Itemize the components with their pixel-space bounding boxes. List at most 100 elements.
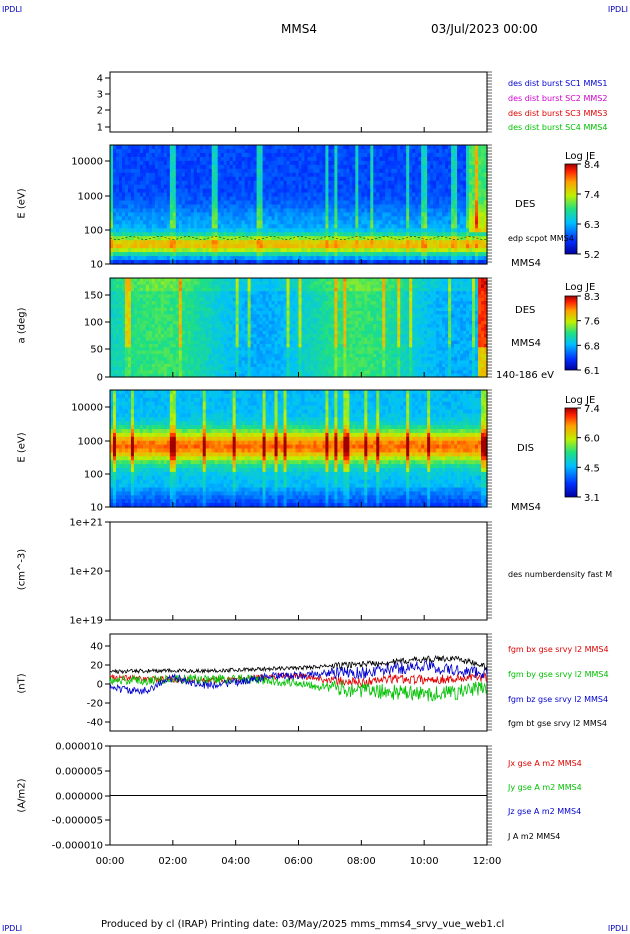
spectrogram-cell	[460, 145, 464, 150]
spectrogram-cell	[463, 196, 467, 202]
spectrogram-cell	[385, 236, 389, 241]
spectrogram-cell	[463, 160, 467, 166]
spectrogram-cell	[325, 232, 330, 237]
spectrogram-cell	[373, 180, 377, 186]
spectrogram-cell	[253, 244, 258, 249]
spectrogram-cell	[220, 212, 225, 217]
spectrogram-cell	[418, 145, 422, 150]
spectrogram-cell	[325, 172, 330, 178]
spectrogram-cell	[472, 184, 476, 190]
spectrogram-cell	[118, 160, 123, 166]
spectrogram-cell	[445, 224, 449, 229]
spectrogram-cell	[139, 252, 144, 257]
spectrogram-cell	[220, 320, 225, 325]
spectrogram-cell	[226, 240, 231, 245]
spectrogram-cell	[205, 188, 210, 194]
spectrogram-cell	[196, 360, 201, 365]
spectrogram-cell	[439, 168, 443, 174]
spectrogram-cell	[115, 200, 120, 206]
spectrogram-cell	[226, 248, 231, 253]
spectrogram-cell	[217, 224, 222, 229]
spectrogram-cell	[433, 224, 437, 229]
spectrogram-cell	[157, 180, 162, 186]
spectrogram-cell	[217, 311, 222, 315]
spectrogram-cell	[451, 180, 455, 186]
spectrogram-cell	[400, 156, 404, 162]
spectrogram-cell	[274, 196, 279, 202]
spectrogram-cell	[412, 156, 416, 162]
spectrogram-cell	[307, 180, 312, 186]
spectrogram-cell	[307, 220, 312, 225]
spectrogram-cell	[256, 212, 261, 217]
spectrogram-cell	[112, 188, 117, 194]
spectrogram-cell	[352, 216, 356, 221]
spectrogram-cell	[400, 212, 404, 217]
spectrogram-cell	[310, 168, 315, 174]
spectrogram-cell	[184, 367, 189, 371]
spectrogram-cell	[349, 180, 353, 186]
spectrogram-cell	[235, 168, 240, 174]
spectrogram-cell	[424, 145, 428, 150]
spectrogram-cell	[232, 224, 237, 229]
spectrogram-cell	[232, 252, 237, 257]
spectrogram-cell	[115, 164, 120, 170]
spectrogram-cell	[457, 164, 461, 170]
spectrogram-cell	[145, 204, 150, 210]
spectrogram-cell	[190, 297, 195, 302]
spectrogram-cell	[202, 160, 207, 166]
spectrogram-cell	[196, 327, 201, 332]
spectrogram-cell	[376, 160, 380, 166]
spectrogram-cell	[172, 320, 177, 325]
spectrogram-cell	[277, 200, 282, 206]
spectrogram-cell	[199, 327, 204, 332]
spectrogram-cell	[229, 145, 234, 150]
spectrogram-cell	[199, 284, 204, 289]
spectrogram-cell	[460, 192, 464, 198]
spectrogram-cell	[220, 196, 225, 202]
spectrogram-cell	[190, 330, 195, 335]
spectrogram-cell	[214, 287, 219, 292]
spectrogram-cell	[208, 200, 213, 206]
spectrogram-cell	[253, 164, 258, 170]
spectrogram-cell	[139, 330, 144, 335]
spectrogram-cell	[178, 317, 183, 322]
spectrogram-cell	[223, 334, 228, 338]
spectrogram-cell	[163, 228, 168, 233]
spectrogram-cell	[304, 240, 309, 245]
spectrogram-cell	[268, 260, 273, 265]
spectrogram-cell	[208, 344, 213, 348]
spectrogram-cell	[160, 373, 165, 378]
spectrogram-cell	[478, 188, 482, 194]
spectrogram-cell	[178, 208, 183, 214]
spectrogram-cell	[130, 252, 135, 257]
spectrogram-cell	[208, 291, 213, 296]
spectrogram-cell	[145, 200, 150, 206]
spectrogram-cell	[190, 196, 195, 202]
spectrogram-cell	[322, 164, 327, 170]
spectrogram-cell	[304, 224, 309, 229]
spectrogram-cell	[406, 188, 410, 194]
spectrogram-cell	[142, 357, 147, 362]
spectrogram-cell	[460, 216, 464, 221]
spectrogram-cell	[349, 200, 353, 206]
spectrogram-cell	[271, 180, 276, 186]
spectrogram-cell	[160, 297, 165, 302]
spectrogram-cell	[364, 192, 368, 198]
spectrogram-cell	[355, 192, 359, 198]
spectrogram-cell	[391, 216, 395, 221]
spectrogram-cell	[451, 252, 455, 257]
spectrogram-cell	[361, 156, 365, 162]
spectrogram-cell	[241, 224, 246, 229]
spectrogram-cell	[110, 291, 114, 296]
spectrogram-cell	[127, 294, 132, 299]
spectrogram-cell	[217, 360, 222, 365]
spectrogram-cell	[409, 248, 413, 253]
spectrogram-cell	[433, 260, 437, 265]
spectrogram-cell	[424, 172, 428, 178]
spectrogram-cell	[232, 188, 237, 194]
spectrogram-cell	[367, 256, 371, 261]
spectrogram-cell	[187, 256, 192, 261]
spectrogram-cell	[130, 200, 135, 206]
spectrogram-cell	[214, 307, 219, 312]
spectrogram-cell	[346, 164, 350, 170]
